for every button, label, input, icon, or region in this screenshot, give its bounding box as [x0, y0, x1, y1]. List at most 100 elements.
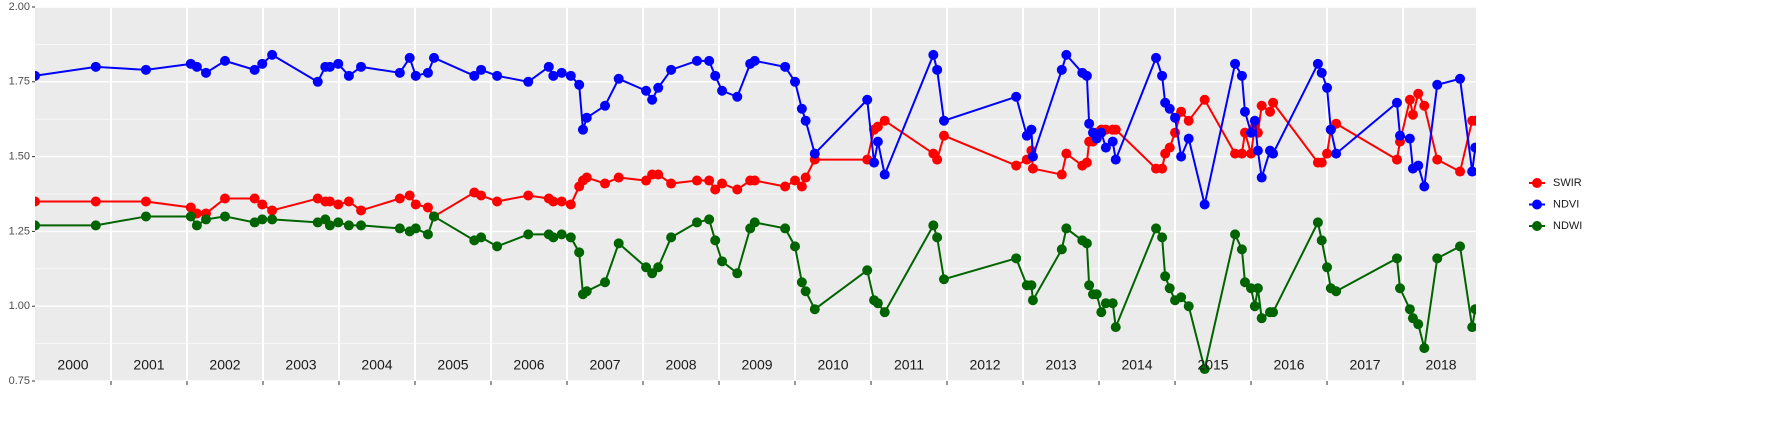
point: [1100, 142, 1111, 153]
point: [556, 67, 567, 78]
point: [1096, 127, 1107, 138]
point: [356, 205, 367, 216]
point: [932, 232, 943, 243]
point: [90, 196, 101, 207]
point: [191, 61, 202, 72]
point: [1027, 163, 1038, 174]
point: [410, 70, 421, 81]
point: [201, 67, 212, 78]
point: [800, 172, 811, 183]
point: [1164, 283, 1175, 294]
point: [201, 214, 212, 225]
point: [1322, 262, 1333, 273]
point: [872, 298, 883, 309]
point: [1467, 322, 1476, 333]
point: [780, 223, 791, 234]
point: [732, 268, 743, 279]
point: [938, 130, 949, 141]
year-label: 2010: [817, 357, 848, 373]
point: [312, 76, 323, 87]
point: [257, 199, 268, 210]
point: [641, 85, 652, 96]
point: [1455, 166, 1466, 177]
point: [1252, 283, 1263, 294]
point: [879, 169, 890, 180]
point: [928, 49, 939, 60]
year-label: 2012: [969, 357, 1000, 373]
point: [1084, 118, 1095, 129]
point: [1011, 91, 1022, 102]
point: [1413, 160, 1424, 171]
point: [1404, 94, 1415, 105]
point: [1151, 223, 1162, 234]
year-label: 2014: [1121, 357, 1152, 373]
point: [1151, 52, 1162, 63]
point: [1160, 271, 1171, 282]
point: [581, 172, 592, 183]
point: [1467, 166, 1476, 177]
point: [1081, 157, 1092, 168]
point: [938, 274, 949, 285]
legend-label: NDWI: [1553, 220, 1582, 232]
point: [600, 100, 611, 111]
point: [1268, 307, 1279, 318]
point: [862, 94, 873, 105]
point: [710, 235, 721, 246]
point: [1419, 100, 1430, 111]
point: [35, 196, 40, 207]
year-label: 2004: [361, 357, 392, 373]
point: [1236, 244, 1247, 255]
point: [1091, 289, 1102, 300]
point: [1230, 58, 1241, 69]
axes: 0.75 1.00 1.25 1.50 1.75 2.00 2000 2001 2002 2003…: [9, 1, 1457, 387]
point: [1249, 115, 1260, 126]
point: [780, 61, 791, 72]
point: [1081, 70, 1092, 81]
point: [600, 277, 611, 288]
point: [220, 193, 231, 204]
point: [613, 73, 624, 84]
legend-swatch: [1532, 221, 1542, 231]
point: [1107, 298, 1118, 309]
point: [1322, 148, 1333, 159]
point: [800, 115, 811, 126]
point: [267, 205, 278, 216]
point: [1316, 67, 1327, 78]
point: [872, 121, 883, 132]
point: [790, 175, 801, 186]
point: [1246, 127, 1257, 138]
point: [581, 112, 592, 123]
point: [312, 217, 323, 228]
legend-swatch: [1532, 178, 1542, 188]
point: [1470, 142, 1476, 153]
point: [1183, 115, 1194, 126]
point: [90, 220, 101, 231]
point: [1110, 154, 1121, 165]
point: [267, 214, 278, 225]
year-label: 2008: [665, 357, 696, 373]
point: [410, 199, 421, 210]
point: [704, 214, 715, 225]
point: [1170, 112, 1181, 123]
point: [523, 190, 534, 201]
point: [191, 220, 202, 231]
point: [333, 199, 344, 210]
point: [1312, 217, 1323, 228]
point: [249, 217, 260, 228]
point: [796, 181, 807, 192]
point: [35, 70, 40, 81]
point: [333, 217, 344, 228]
point: [613, 238, 624, 249]
point: [613, 172, 624, 183]
point: [1391, 253, 1402, 264]
point: [1096, 307, 1107, 318]
point: [1230, 148, 1241, 159]
point: [422, 202, 433, 213]
point: [523, 229, 534, 240]
legend-label: NDVI: [1553, 198, 1579, 210]
point: [717, 178, 728, 189]
point: [476, 232, 487, 243]
point: [1011, 160, 1022, 171]
point: [1256, 172, 1267, 183]
